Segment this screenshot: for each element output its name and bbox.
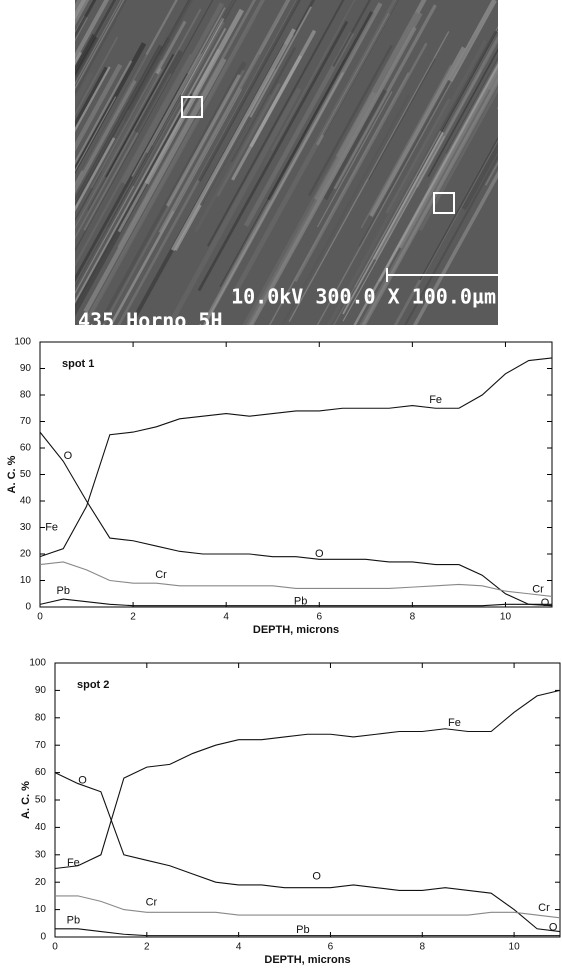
streak [0, 17, 86, 227]
streak [0, 52, 81, 384]
series-line [40, 562, 552, 596]
x-tick-label: 6 [328, 942, 334, 953]
streak [0, 72, 64, 300]
series-label: Fe [429, 394, 442, 406]
x-tick-label: 8 [410, 612, 416, 623]
streak [489, 0, 549, 89]
streak [0, 69, 72, 286]
series-label: O [315, 548, 324, 560]
x-tick-label: 4 [223, 612, 229, 623]
y-axis-title: A. C. % [6, 455, 18, 493]
y-tick-label: 90 [20, 363, 32, 374]
series-line [55, 896, 560, 918]
micrograph-sample: 435 Horno 5H [78, 309, 223, 333]
x-tick-label: 0 [52, 942, 58, 953]
y-tick-label: 30 [35, 849, 47, 860]
series-label: Pb [67, 914, 80, 926]
series-line [55, 690, 560, 868]
streak [0, 0, 48, 173]
series-label: Fe [45, 521, 58, 533]
chart-title: spot 2 [77, 679, 109, 691]
y-tick-label: 0 [25, 602, 31, 613]
series-label: Pb [296, 924, 309, 936]
streak [498, 12, 552, 109]
page: {"micrograph": {"settings": "10.0kV 300.… [0, 0, 562, 976]
series-label: Fe [448, 717, 461, 729]
x-axis-title: DEPTH, microns [253, 624, 339, 636]
y-tick-label: 60 [35, 767, 47, 778]
x-tick-label: 6 [316, 612, 322, 623]
x-tick-label: 10 [509, 942, 521, 953]
streak [0, 40, 55, 253]
y-tick-label: 100 [29, 658, 46, 669]
x-tick-label: 0 [37, 612, 43, 623]
streak [8, 0, 83, 124]
streak [0, 44, 51, 373]
streak [511, 0, 559, 69]
series-label: O [64, 450, 73, 462]
streak [0, 0, 85, 190]
series-label: Cr [538, 902, 550, 914]
y-tick-label: 70 [20, 416, 32, 427]
y-tick-label: 10 [20, 575, 32, 586]
series-label: Cr [155, 569, 167, 581]
figure: 10.0kV 300.0 X 100.0µm 435 Horno 5H 0 10 2… [0, 0, 562, 971]
series-label: Fe [67, 857, 80, 869]
y-tick-label: 20 [35, 877, 47, 888]
y-tick-label: 20 [20, 549, 32, 560]
series-label: O [312, 871, 321, 883]
y-tick-label: 80 [35, 712, 47, 723]
streak [0, 18, 41, 192]
x-tick-label: 4 [236, 942, 242, 953]
y-tick-label: 50 [35, 795, 47, 806]
x-axis-title: DEPTH, microns [264, 954, 350, 966]
plot-frame [55, 663, 560, 937]
y-tick-label: 90 [35, 685, 47, 696]
series-label: O [78, 775, 87, 787]
y-tick-label: 0 [40, 932, 46, 943]
series-line [55, 773, 560, 932]
y-tick-label: 50 [20, 469, 32, 480]
y-tick-label: 60 [20, 443, 32, 454]
series-label: Pb [294, 596, 307, 608]
x-tick-label: 8 [419, 942, 425, 953]
plot-frame [40, 342, 552, 607]
series-label: Cr [146, 897, 158, 909]
series-label: Pb [57, 585, 70, 597]
y-tick-label: 80 [20, 390, 32, 401]
y-tick-label: 100 [14, 337, 31, 348]
series-line [40, 432, 552, 604]
streak [0, 0, 87, 189]
x-tick-label: 10 [500, 612, 512, 623]
chart-title: spot 1 [62, 358, 94, 370]
micrograph-settings: 10.0kV 300.0 X 100.0µm [231, 285, 496, 309]
y-tick-label: 10 [35, 904, 47, 915]
y-axis-title: A. C. % [20, 781, 32, 819]
series-label: O [549, 921, 558, 933]
x-tick-label: 2 [130, 612, 136, 623]
streak [0, 11, 70, 240]
y-tick-label: 30 [20, 522, 32, 533]
streak [0, 23, 44, 279]
y-tick-label: 40 [35, 822, 47, 833]
series-label: O [541, 597, 550, 609]
y-tick-label: 40 [20, 496, 32, 507]
series-line [40, 358, 552, 557]
y-tick-label: 70 [35, 740, 47, 751]
x-tick-label: 2 [144, 942, 150, 953]
micrograph: 10.0kV 300.0 X 100.0µm 435 Horno 5H [0, 0, 559, 443]
series-label: Cr [532, 584, 544, 596]
